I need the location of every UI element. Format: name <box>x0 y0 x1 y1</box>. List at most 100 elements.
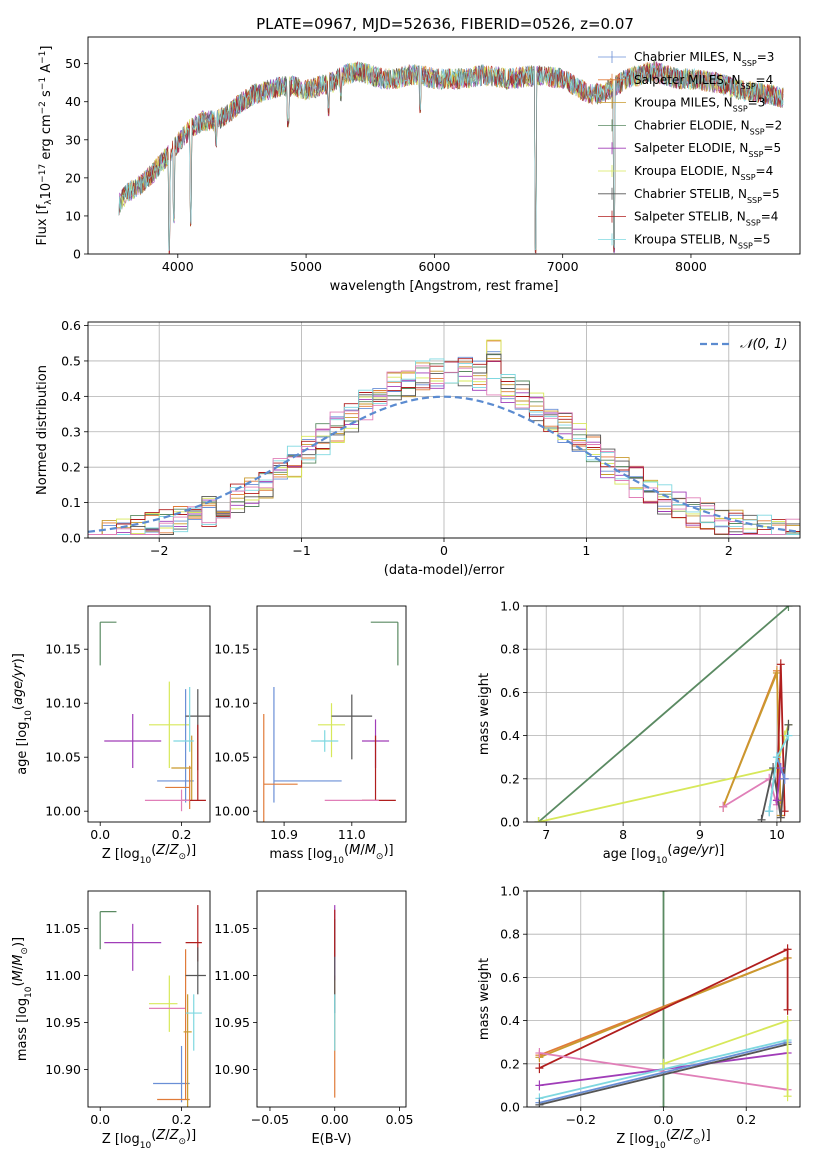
label-part: 10 <box>39 183 54 200</box>
y-axis-label: Flux [fλ10−17 erg cm−2 s−1 A−1] <box>35 46 54 246</box>
label-part: 10 <box>656 856 668 866</box>
legend-entry: Salpeter STELIB, NSSP=4 <box>634 210 778 228</box>
y-tick-label: 10.00 <box>45 804 81 819</box>
legend-sub: SSP <box>738 241 753 250</box>
x-tick-label: 9 <box>696 827 704 842</box>
y-axis-label: mass [log10(M/M⊙)] <box>11 937 34 1061</box>
x-tick-label: 0.0 <box>90 827 110 842</box>
weight-line <box>539 1043 788 1106</box>
axes-frame <box>256 605 407 823</box>
x-tick-label: 0.0 <box>654 1112 674 1127</box>
label-part: mass weight <box>477 673 492 755</box>
label-part: (data-model)/error <box>384 563 505 578</box>
label-part: ⊙ <box>20 947 30 955</box>
label-part: 10 <box>333 856 345 866</box>
legend-model: Salpeter ELODIE, N <box>634 141 748 155</box>
mass-vs-ebv-panel: −0.05 0.00 0.05 10.90 10.95 11.00 11.05 E(B-V) <box>214 890 414 1147</box>
y-tick-label: 50 <box>65 56 81 71</box>
x-tick-label: −0.05 <box>251 1112 289 1127</box>
label-part: M <box>11 970 26 981</box>
label-part: )] <box>11 937 26 947</box>
label-part: / <box>165 843 170 858</box>
y-tick-label: 10.15 <box>45 642 81 657</box>
x-tick-label: 0 <box>440 543 448 558</box>
y-axis-label: age [log10(age/yr)] <box>11 653 34 775</box>
legend-model: Salpeter STELIB, N <box>634 210 746 224</box>
label-part: )] <box>186 843 196 858</box>
spectrum-line <box>118 61 784 254</box>
legend-n: =4 <box>756 73 774 87</box>
y-tick-label: 0.3 <box>61 424 81 439</box>
legend-entry: Chabrier ELODIE, NSSP=2 <box>634 118 782 136</box>
legend-model: Kroupa MILES, N <box>634 96 733 110</box>
legend-entry: Chabrier MILES, NSSP=3 <box>634 50 774 68</box>
weight-line <box>539 1041 788 1104</box>
axes-frame <box>87 321 801 539</box>
spectrum-line <box>118 61 784 252</box>
y-tick-label: 0.2 <box>61 460 81 475</box>
legend-entry: Kroupa MILES, NSSP=3 <box>634 96 765 114</box>
label-part: −2 <box>38 101 48 114</box>
weight-line <box>663 1019 789 1097</box>
y-tick-label: 11.05 <box>214 921 250 936</box>
y-tick-label: 10.90 <box>45 1062 81 1077</box>
x-axis-label: E(B-V) <box>311 1132 351 1147</box>
label-part: M <box>349 843 360 858</box>
normal-curve <box>88 395 800 533</box>
y-tick-label: 0 <box>73 247 81 262</box>
label-part: A <box>39 64 54 77</box>
label-part: mass [log <box>15 998 30 1061</box>
label-part: Z <box>155 843 166 858</box>
label-part: / <box>11 965 26 970</box>
plot-area <box>118 60 784 254</box>
x-axis-label: mass [log10(M/M⊙)] <box>269 843 393 866</box>
weight-line <box>537 606 790 822</box>
label-part: Z <box>683 1128 694 1143</box>
label-part: mass [log <box>269 847 332 862</box>
legend-sub: SSP <box>747 195 762 204</box>
label-part: −1 <box>38 51 48 64</box>
legend-sub: SSP <box>741 173 756 182</box>
plot-area <box>99 905 206 1107</box>
y-tick-label: 0.4 <box>61 389 81 404</box>
y-tick-label: 0.5 <box>61 353 81 368</box>
spectrum-panel: 4000 5000 6000 7000 8000 0 10 20 30 40 50 wavelengt… <box>35 36 801 294</box>
y-tick-label: 40 <box>65 94 81 109</box>
x-tick-label: −2 <box>150 543 168 558</box>
x-tick-label: 11.0 <box>338 827 366 842</box>
histogram-series <box>88 357 800 535</box>
y-tick-label: 0.6 <box>500 970 520 985</box>
label-part: ( <box>344 843 349 858</box>
legend-sub: SSP <box>746 218 761 227</box>
y-tick-label: 10.00 <box>214 804 250 819</box>
label-part: Normed distribution <box>35 365 50 495</box>
x-tick-label: 1 <box>582 543 590 558</box>
plot-area <box>99 621 210 812</box>
legend-n: =5 <box>753 232 771 246</box>
x-tick-label: 0.05 <box>386 1112 414 1127</box>
axes-frame <box>526 605 801 823</box>
x-axis-label: (data-model)/error <box>384 563 505 578</box>
histogram-series <box>88 351 800 535</box>
label-part: Z <box>169 1128 180 1143</box>
y-tick-label: 10.05 <box>45 750 81 765</box>
figure-title: PLATE=0967, MJD=52636, FIBERID=0526, z=0… <box>256 15 634 33</box>
x-tick-label: 0.2 <box>736 1112 756 1127</box>
label-part: mass weight <box>477 958 492 1040</box>
x-tick-label: 10 <box>769 827 785 842</box>
label-part: M <box>11 955 26 966</box>
y-tick-label: 0.0 <box>500 815 520 830</box>
label-part: )] <box>714 843 724 858</box>
weight-line <box>539 1039 788 1100</box>
legend-n: =5 <box>763 141 781 155</box>
legend-sub: SSP <box>748 150 763 159</box>
y-tick-label: 11.00 <box>214 968 250 983</box>
label-part: ( <box>151 843 156 858</box>
legend-sub: SSP <box>733 104 748 113</box>
histogram-series <box>88 358 800 535</box>
x-tick-label: 0.2 <box>172 827 192 842</box>
legend-model: Salpeter MILES, N <box>634 73 741 87</box>
age-vs-mass-panel: 10.9 11.0 10.00 10.05 10.10 10.15 mass [log10(… <box>214 605 407 866</box>
label-part: 10 <box>654 1141 666 1151</box>
label-part: 10 <box>140 856 152 866</box>
